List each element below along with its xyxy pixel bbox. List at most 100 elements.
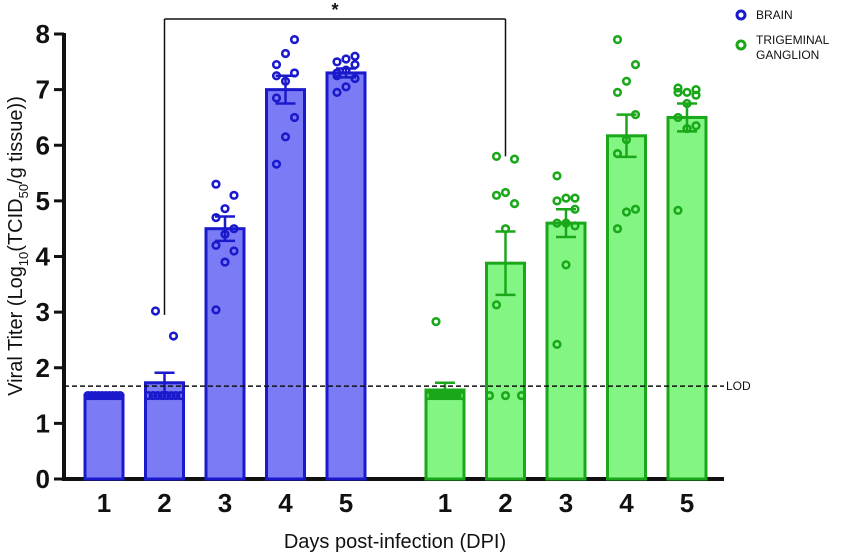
data-point: [350, 73, 360, 84]
bar: [606, 134, 647, 481]
bar: [666, 115, 708, 481]
data-point: [211, 305, 221, 315]
data-point: [424, 390, 434, 401]
data-point: [166, 390, 176, 401]
data-point: [682, 98, 692, 109]
y-tick-label: 7: [36, 75, 50, 105]
data-point: [175, 390, 186, 401]
data-point: [552, 218, 562, 228]
data-point: [332, 71, 342, 81]
x-tick-label: 3: [218, 488, 232, 518]
data-point: [612, 34, 623, 45]
data-point: [561, 193, 571, 203]
data-point: [332, 57, 342, 67]
data-point: [570, 193, 580, 203]
y-tick-label: 4: [36, 242, 51, 272]
data-point: [673, 87, 683, 98]
y-tick-label: 5: [36, 186, 50, 216]
data-point: [500, 224, 511, 234]
data-point: [491, 300, 502, 310]
data-point: [552, 171, 562, 181]
bar: [83, 394, 125, 481]
data-point: [440, 390, 450, 401]
y-tick-label: 1: [36, 408, 50, 438]
data-point: [691, 121, 701, 131]
data-point: [673, 112, 683, 123]
lod-label: LOD: [726, 379, 751, 393]
y-tick-label: 6: [36, 130, 50, 160]
data-point: [211, 212, 221, 223]
legend-marker-brain: [735, 9, 747, 21]
x-tick-label: 1: [97, 488, 111, 518]
data-point: [148, 390, 158, 401]
bar: [265, 88, 306, 481]
data-point: [341, 54, 351, 64]
y-tick-label: 2: [36, 353, 50, 383]
data-point: [271, 93, 282, 103]
data-point: [621, 76, 632, 86]
data-point: [448, 390, 458, 401]
data-point: [332, 87, 342, 98]
data-point: [220, 229, 230, 239]
bar: [545, 221, 587, 481]
bar: [485, 261, 526, 481]
x-tick-label: 4: [619, 488, 634, 518]
x-tick-label: 2: [157, 488, 171, 518]
y-tick-label: 3: [36, 297, 50, 327]
significance-label: *: [331, 0, 338, 20]
legend-marker-tg: [735, 39, 747, 51]
data-point: [350, 59, 360, 70]
data-point: [682, 123, 692, 134]
data-point: [428, 390, 438, 401]
bars: [83, 71, 708, 481]
data-point: [673, 83, 683, 93]
data-point: [111, 390, 122, 401]
data-point: [350, 51, 360, 61]
data-point: [341, 65, 351, 75]
data-point: [612, 87, 623, 98]
data-point: [168, 331, 179, 341]
data-point: [456, 390, 466, 401]
data-point: [115, 390, 125, 401]
legend: BRAIN TRIGEMINAL GANGLION: [735, 8, 830, 62]
x-tick-label: 2: [498, 488, 512, 518]
data-point: [432, 390, 442, 401]
data-point: [673, 205, 683, 215]
data-point: [691, 85, 701, 95]
legend-label-tg-line1: TRIGEMINAL: [756, 33, 830, 47]
data-point: [280, 48, 291, 59]
data-point: [630, 110, 641, 120]
data-point: [682, 87, 692, 98]
data-point: [211, 179, 221, 189]
data-point: [171, 390, 181, 401]
data-point: [452, 390, 462, 401]
data-point: [341, 82, 351, 92]
data-point: [162, 390, 172, 401]
y-tick-label: 8: [36, 19, 50, 49]
data-point: [444, 390, 454, 401]
lod-line-group: LOD: [64, 379, 751, 393]
data-point: [211, 240, 221, 250]
data-point: [220, 204, 230, 214]
y-ticks: 0 1 2 3 4 5 6 7 8: [36, 19, 64, 494]
data-point: [229, 246, 239, 256]
data-point: [570, 204, 580, 214]
data-point: [150, 306, 161, 316]
data-point: [630, 204, 641, 214]
x-tick-label: 3: [559, 488, 573, 518]
data-point: [153, 390, 163, 401]
data-point: [516, 390, 527, 401]
data-point: [280, 76, 291, 86]
data-point: [289, 68, 300, 78]
x-tick-label: 5: [680, 488, 694, 518]
x-tick-label: 5: [339, 488, 353, 518]
data-point: [561, 260, 571, 270]
data-point: [229, 190, 239, 200]
data-point: [431, 316, 441, 327]
data-point: [229, 224, 239, 234]
data-point: [509, 199, 520, 209]
data-point: [500, 187, 511, 198]
data-point: [220, 257, 230, 267]
data-point: [561, 218, 571, 228]
